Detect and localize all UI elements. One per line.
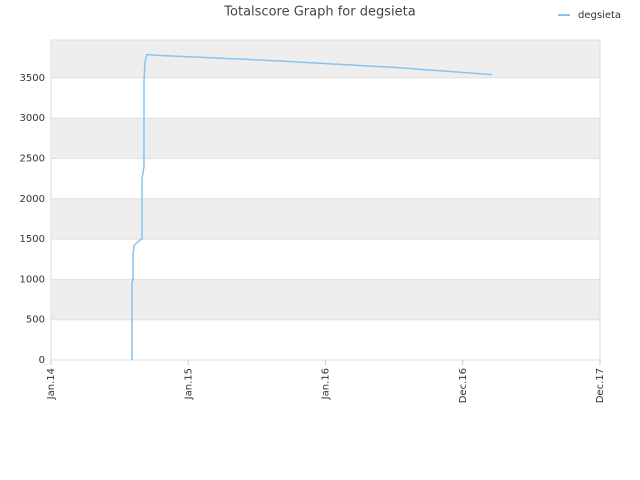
grid-band [51, 279, 600, 320]
y-tick-label: 3500 [20, 73, 45, 84]
x-tick-label: Jan.16 [321, 368, 332, 400]
chart-title: Totalscore Graph for degsieta [223, 5, 415, 20]
y-tick-label: 1500 [20, 234, 45, 245]
grid-band [51, 118, 600, 159]
y-tick-label: 0 [39, 355, 45, 366]
grid-band [51, 239, 600, 280]
x-tick-label: Dec.16 [458, 368, 469, 403]
y-tick-label: 2500 [20, 153, 45, 164]
x-tick-label: Jan.15 [183, 368, 194, 400]
y-tick-label: 1000 [20, 274, 45, 285]
y-tick-label: 500 [26, 315, 45, 326]
grid-band [51, 77, 600, 119]
y-tick-label: 3000 [20, 113, 45, 124]
grid-band [51, 198, 600, 240]
x-tick-label: Dec.17 [595, 368, 606, 403]
grid-band [51, 40, 600, 78]
y-tick-label: 2000 [20, 194, 45, 205]
grid-band [51, 158, 600, 199]
x-tick-label: Jan.14 [46, 368, 57, 400]
data-line [131, 53, 492, 360]
grid-band [51, 319, 600, 360]
legend-label: degsieta [578, 10, 621, 21]
